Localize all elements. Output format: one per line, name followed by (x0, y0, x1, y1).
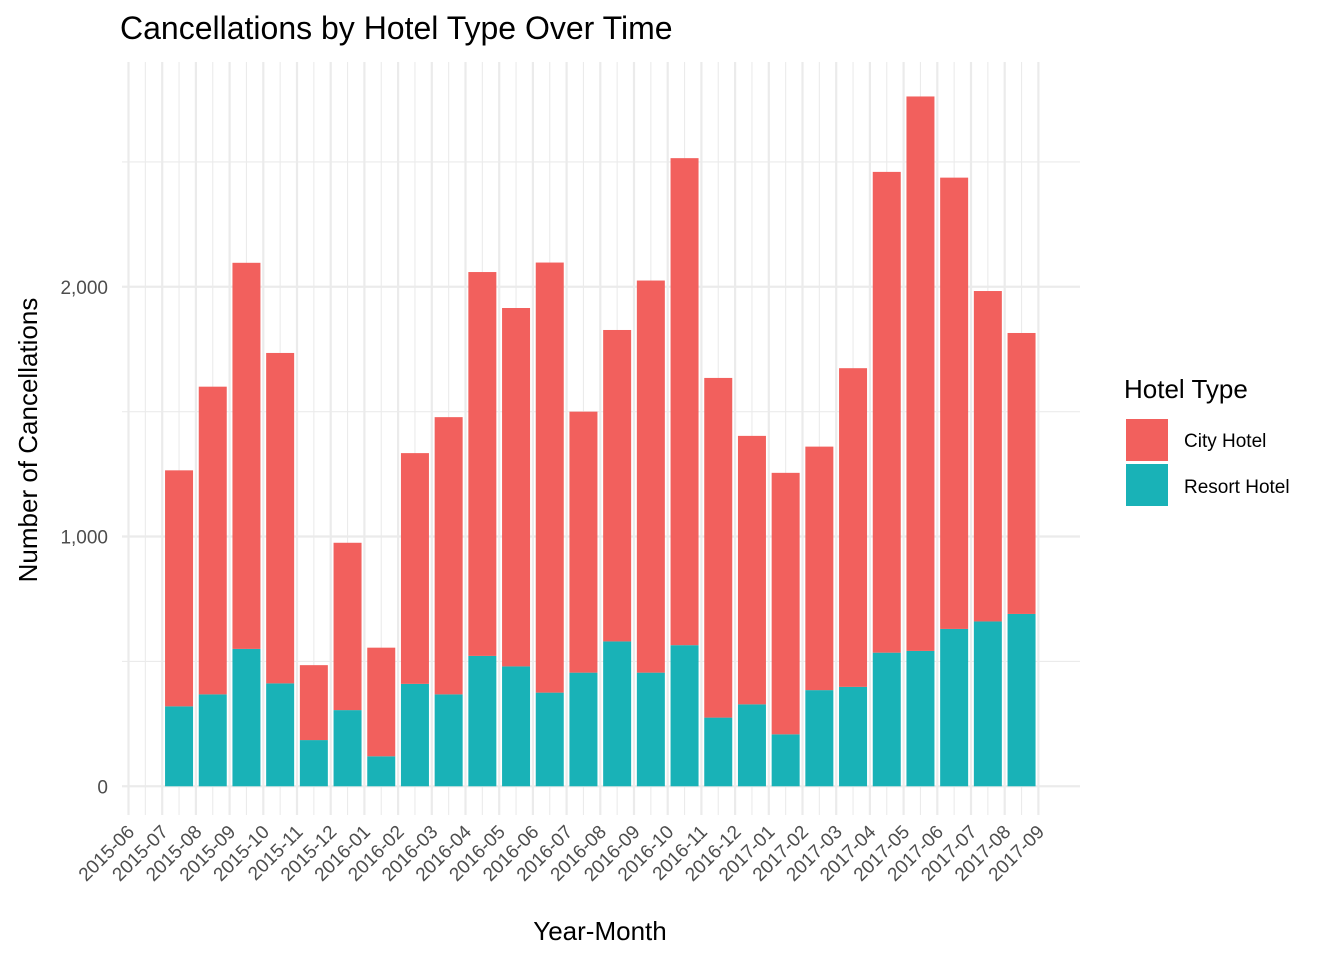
bar-resort-hotel (1007, 613, 1036, 787)
bar-resort-hotel (569, 672, 598, 787)
bar-city-hotel (400, 453, 429, 684)
bar-city-hotel (603, 329, 632, 642)
bar-city-hotel (468, 272, 497, 656)
legend-title: Hotel Type (1124, 374, 1248, 404)
legend-label-city-hotel: City Hotel (1184, 431, 1266, 452)
bar-city-hotel (198, 386, 227, 695)
bar-city-hotel (232, 262, 261, 649)
bar-resort-hotel (737, 704, 766, 787)
bar-resort-hotel (165, 706, 194, 787)
bars (165, 96, 1036, 787)
bar-resort-hotel (805, 690, 834, 787)
bar-resort-hotel (771, 734, 800, 787)
y-tick-label: 2,000 (60, 278, 108, 299)
bar-city-hotel (670, 158, 699, 646)
bar-resort-hotel (400, 683, 429, 787)
bar-resort-hotel (367, 756, 396, 787)
bar-resort-hotel (872, 652, 901, 787)
bar-resort-hotel (333, 710, 362, 787)
x-axis-ticks: 2015-062015-072015-082015-092015-102015-… (75, 821, 1049, 885)
bar-resort-hotel (434, 694, 463, 787)
bar-resort-hotel (973, 621, 1002, 787)
bar-city-hotel (771, 472, 800, 735)
bar-city-hotel (737, 435, 766, 705)
bar-resort-hotel (906, 650, 935, 787)
legend: Hotel Type City Hotel Resort Hotel (1124, 374, 1290, 506)
bar-resort-hotel (839, 686, 868, 787)
bar-city-hotel (502, 308, 531, 667)
x-axis-title: Year-Month (533, 916, 666, 946)
bar-city-hotel (839, 368, 868, 687)
bar-resort-hotel (502, 666, 531, 787)
bar-resort-hotel (704, 717, 733, 787)
bar-resort-hotel (603, 641, 632, 787)
bar-city-hotel (333, 542, 362, 711)
bar-resort-hotel (636, 672, 665, 787)
bar-city-hotel (636, 280, 665, 673)
bar-city-hotel (299, 665, 328, 741)
grid (122, 62, 1080, 815)
bar-city-hotel (704, 377, 733, 718)
y-tick-label: 1,000 (60, 528, 108, 549)
legend-swatch-city-hotel (1126, 419, 1168, 461)
legend-label-resort-hotel: Resort Hotel (1184, 477, 1290, 498)
bar-resort-hotel (940, 628, 969, 787)
bar-city-hotel (569, 411, 598, 673)
y-axis-ticks: 0 1,000 2,000 (60, 278, 108, 799)
y-axis-title: Number of Cancellations (13, 298, 43, 583)
bar-city-hotel (434, 417, 463, 695)
bar-resort-hotel (299, 740, 328, 787)
bar-resort-hotel (266, 683, 295, 787)
bar-resort-hotel (232, 648, 261, 787)
bar-resort-hotel (670, 645, 699, 787)
bar-city-hotel (165, 470, 194, 707)
legend-swatch-resort-hotel (1126, 464, 1168, 506)
bar-resort-hotel (468, 655, 497, 787)
bar-city-hotel (1007, 332, 1036, 614)
bar-city-hotel (266, 352, 295, 684)
chart-title: Cancellations by Hotel Type Over Time (120, 10, 673, 46)
bar-resort-hotel (198, 694, 227, 787)
y-tick-label: 0 (97, 777, 108, 798)
bar-city-hotel (872, 171, 901, 653)
bar-city-hotel (367, 647, 396, 757)
bar-city-hotel (940, 177, 969, 629)
bar-resort-hotel (535, 692, 564, 787)
bar-city-hotel (535, 262, 564, 693)
bar-city-hotel (805, 446, 834, 691)
bar-city-hotel (973, 291, 1002, 622)
bar-city-hotel (906, 96, 935, 651)
